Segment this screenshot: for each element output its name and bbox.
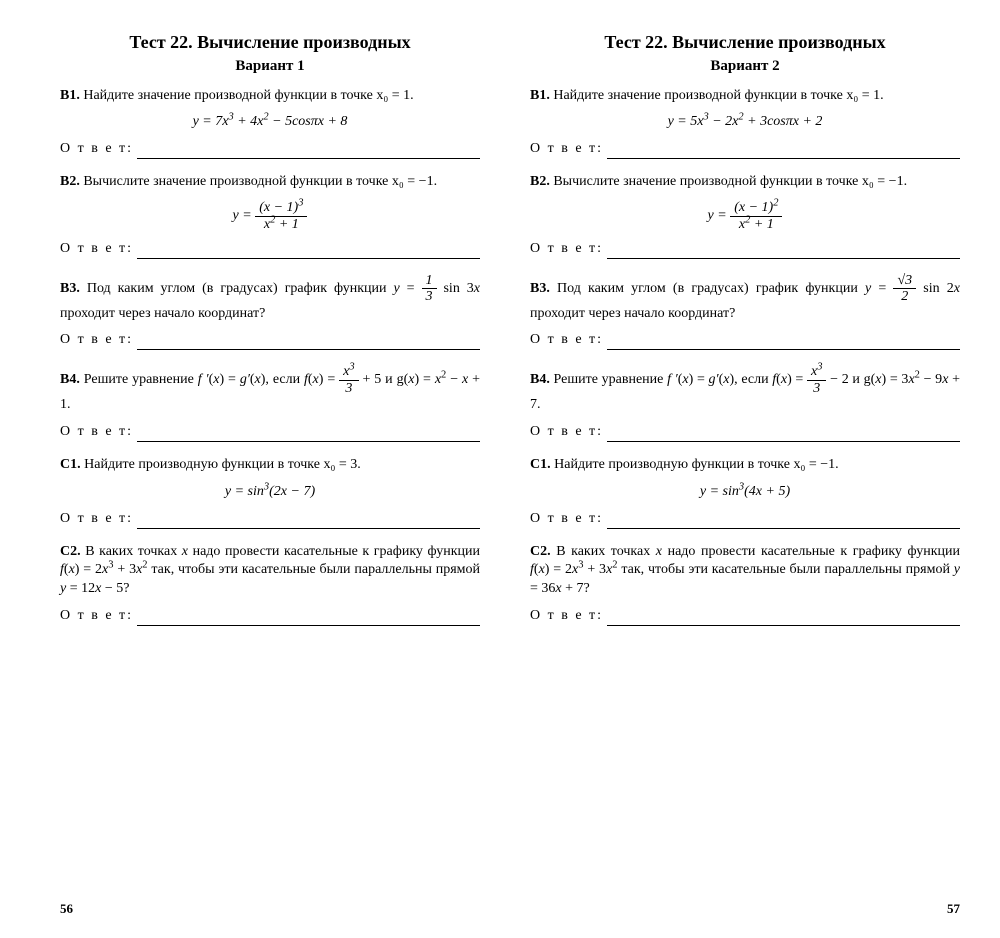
formula: y = 7x3 + 4x2 − 5cosπx + 8 [60, 113, 480, 132]
answer-line[interactable] [137, 612, 480, 626]
answer-label: О т в е т: [60, 140, 133, 159]
answer-label: О т в е т: [530, 240, 603, 259]
problem-label: В4. [530, 372, 550, 387]
answer-row: О т в е т: [60, 240, 480, 259]
answer-row: О т в е т: [60, 510, 480, 529]
problem-label: С1. [530, 457, 551, 472]
formula: y = sin3(2x − 7) [60, 483, 480, 502]
answer-line[interactable] [137, 245, 480, 259]
problem-b3: В3. Под каким углом (в градусах) график … [60, 273, 480, 351]
problem-text: Вычислите значение производной функции в… [83, 174, 437, 189]
answer-label: О т в е т: [530, 510, 603, 529]
problem-label: В2. [530, 174, 550, 189]
variant-label: Вариант 2 [530, 56, 960, 76]
test-title: Тест 22. Вычисление производных [60, 30, 480, 54]
test-title: Тест 22. Вычисление производных [530, 30, 960, 54]
answer-line[interactable] [137, 428, 480, 442]
answer-label: О т в е т: [530, 331, 603, 350]
variant-label: Вариант 1 [60, 56, 480, 76]
problem-label: В4. [60, 372, 80, 387]
page-right: Тест 22. Вычисление производных Вариант … [500, 0, 1000, 938]
problem-b1: В1. Найдите значение производной функции… [60, 87, 480, 160]
problem-label: В3. [530, 281, 550, 296]
answer-label: О т в е т: [530, 423, 603, 442]
problem-label: В1. [60, 88, 80, 103]
problem-label: С2. [530, 544, 551, 559]
answer-row: О т в е т: [530, 423, 960, 442]
answer-row: О т в е т: [530, 140, 960, 159]
answer-row: О т в е т: [60, 423, 480, 442]
problem-text: Найдите значение производной функции в т… [553, 88, 883, 103]
answer-row: О т в е т: [60, 140, 480, 159]
answer-label: О т в е т: [530, 607, 603, 626]
answer-line[interactable] [607, 612, 960, 626]
problem-b4: В4. Решите уравнение f ′(x) = g′(x), есл… [530, 364, 960, 442]
problem-text: Решите уравнение f ′(x) = g′(x), если f(… [530, 372, 960, 412]
problem-text: В каких точках x надо провести касательн… [530, 544, 960, 597]
problem-c1: С1. Найдите производную функции в точке … [60, 456, 480, 529]
answer-label: О т в е т: [530, 140, 603, 159]
problem-label: В2. [60, 174, 80, 189]
answer-line[interactable] [607, 428, 960, 442]
problem-text: В каких точках x надо провести касательн… [60, 544, 480, 597]
problem-label: В1. [530, 88, 550, 103]
problem-label: С2. [60, 544, 81, 559]
answer-label: О т в е т: [60, 423, 133, 442]
problem-text: Под каким углом (в градусах) график функ… [60, 281, 480, 321]
problem-b2: В2. Вычислите значение производной функц… [530, 173, 960, 259]
problem-c2: С2. В каких точках x надо провести касат… [60, 543, 480, 627]
problem-c2: С2. В каких точках x надо провести касат… [530, 543, 960, 627]
problem-label: С1. [60, 457, 81, 472]
problem-b2: В2. Вычислите значение производной функц… [60, 173, 480, 259]
problem-text: Решите уравнение f ′(x) = g′(x), если f(… [60, 372, 480, 412]
answer-row: О т в е т: [60, 331, 480, 350]
answer-row: О т в е т: [530, 607, 960, 626]
problem-b1: В1. Найдите значение производной функции… [530, 87, 960, 160]
page-number: 56 [60, 900, 73, 918]
formula: y = (x − 1)2x2 + 1 [530, 200, 960, 232]
answer-row: О т в е т: [530, 510, 960, 529]
problem-b3: В3. Под каким углом (в градусах) график … [530, 273, 960, 351]
page-left: Тест 22. Вычисление производных Вариант … [0, 0, 500, 938]
answer-line[interactable] [137, 336, 480, 350]
answer-label: О т в е т: [60, 331, 133, 350]
answer-row: О т в е т: [530, 331, 960, 350]
formula: y = 5x3 − 2x2 + 3cosπx + 2 [530, 113, 960, 132]
problem-c1: С1. Найдите производную функции в точке … [530, 456, 960, 529]
answer-line[interactable] [137, 145, 480, 159]
problem-text: Найдите производную функции в точке x₀ =… [84, 457, 361, 472]
problem-b4: В4. Решите уравнение f ′(x) = g′(x), есл… [60, 364, 480, 442]
problem-text: Найдите производную функции в точке x₀ =… [554, 457, 839, 472]
problem-text: Найдите значение производной функции в т… [83, 88, 413, 103]
page-number: 57 [947, 900, 960, 918]
problem-text: Вычислите значение производной функции в… [553, 174, 907, 189]
answer-line[interactable] [137, 515, 480, 529]
answer-label: О т в е т: [60, 510, 133, 529]
answer-label: О т в е т: [60, 240, 133, 259]
answer-row: О т в е т: [530, 240, 960, 259]
answer-label: О т в е т: [60, 607, 133, 626]
problem-text: Под каким углом (в градусах) график функ… [530, 281, 960, 321]
problem-label: В3. [60, 281, 80, 296]
formula: y = sin3(4x + 5) [530, 483, 960, 502]
answer-row: О т в е т: [60, 607, 480, 626]
answer-line[interactable] [607, 515, 960, 529]
answer-line[interactable] [607, 145, 960, 159]
answer-line[interactable] [607, 336, 960, 350]
formula: y = (x − 1)3x2 + 1 [60, 200, 480, 232]
answer-line[interactable] [607, 245, 960, 259]
